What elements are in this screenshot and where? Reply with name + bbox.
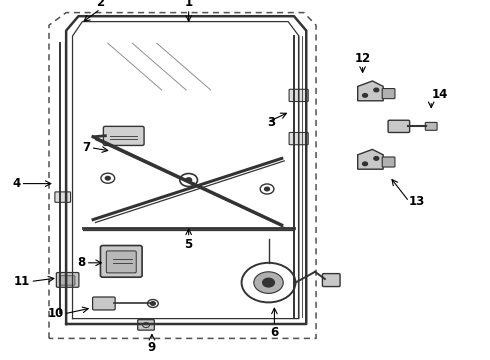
Text: 5: 5 [185,238,193,251]
Polygon shape [358,81,383,101]
Text: 4: 4 [12,177,21,190]
Text: 8: 8 [77,256,86,269]
FancyBboxPatch shape [382,157,395,167]
FancyBboxPatch shape [382,89,395,99]
FancyBboxPatch shape [59,276,75,285]
Text: 9: 9 [148,341,156,354]
Text: 10: 10 [48,307,64,320]
FancyBboxPatch shape [103,126,144,145]
Circle shape [363,162,368,166]
Circle shape [254,272,283,293]
Text: 11: 11 [14,275,30,288]
Text: 6: 6 [270,326,278,339]
Circle shape [186,178,192,182]
FancyBboxPatch shape [55,192,71,202]
Circle shape [374,88,379,92]
Text: 2: 2 [97,0,104,9]
Circle shape [363,94,368,97]
Circle shape [263,278,274,287]
Text: 1: 1 [185,0,193,9]
Polygon shape [358,149,383,169]
Text: 12: 12 [354,52,371,65]
FancyBboxPatch shape [289,132,308,145]
FancyBboxPatch shape [100,246,142,277]
FancyBboxPatch shape [93,297,115,310]
Text: 14: 14 [431,88,447,101]
Text: 7: 7 [82,141,91,154]
FancyBboxPatch shape [425,122,437,130]
FancyBboxPatch shape [138,320,154,330]
Circle shape [150,302,155,305]
FancyBboxPatch shape [106,251,136,273]
FancyBboxPatch shape [388,120,410,132]
Circle shape [265,187,270,191]
Circle shape [105,176,110,180]
Circle shape [374,157,379,160]
FancyBboxPatch shape [322,274,340,287]
Text: 13: 13 [409,195,425,208]
Text: 3: 3 [267,116,275,129]
FancyBboxPatch shape [289,89,308,102]
FancyBboxPatch shape [56,273,79,287]
